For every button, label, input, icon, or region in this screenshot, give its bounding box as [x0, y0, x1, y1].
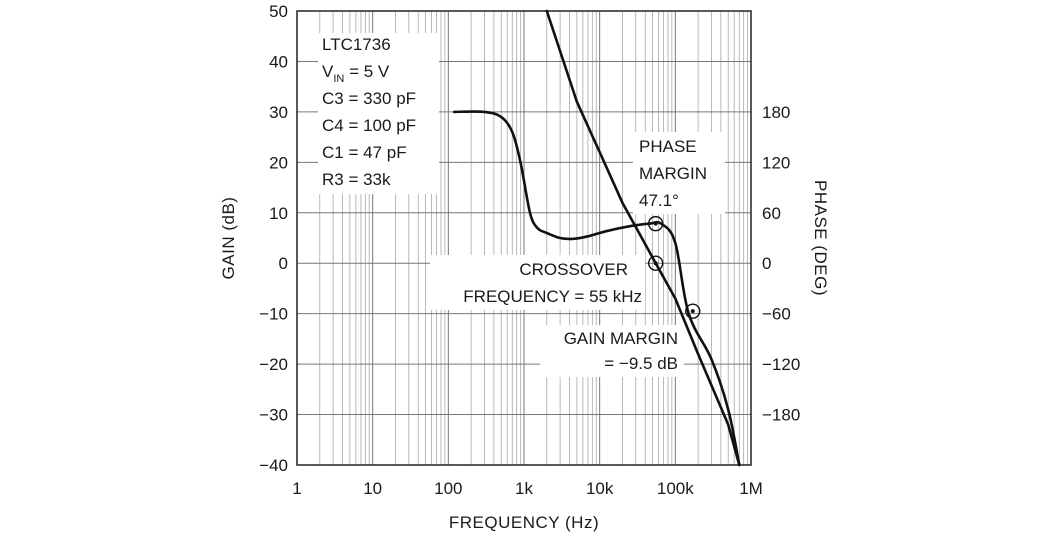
y-tick-labels: 50 40 30 20 10 0 −10 −20 −30 −40	[259, 2, 288, 475]
x-tick-label: 100	[434, 479, 462, 498]
legend-c1: C1 = 47 pF	[322, 143, 407, 162]
annotation-mask	[430, 255, 645, 310]
gain-margin-annotation: GAIN MARGIN = −9.5 dB	[564, 329, 678, 373]
x-tick-labels: 1 10 100 1k 10k 100k 1M	[292, 479, 763, 498]
y-tick-label: 10	[269, 204, 288, 223]
x-tick-label: 1k	[515, 479, 533, 498]
annotation-backgrounds	[318, 33, 725, 377]
crossover-label-1: CROSSOVER	[519, 260, 628, 279]
x-tick-label: 1M	[739, 479, 763, 498]
annotation-mask	[318, 33, 439, 194]
curves	[453, 9, 741, 467]
legend-c3: C3 = 330 pF	[322, 89, 416, 108]
y2-tick-label: 0	[762, 254, 771, 273]
crossover-label-2: FREQUENCY = 55 kHz	[463, 287, 642, 306]
legend-vin: VIN = 5 V	[322, 62, 390, 85]
x-tick-label: 10k	[586, 479, 614, 498]
y2-tick-label: −60	[762, 305, 791, 324]
phase-margin-annotation: PHASE MARGIN 47.1°	[639, 137, 707, 210]
gain-margin-label-1: GAIN MARGIN	[564, 329, 678, 348]
y2-tick-label: 120	[762, 153, 790, 172]
x-tick-label: 1	[292, 479, 301, 498]
legend-c4: C4 = 100 pF	[322, 116, 416, 135]
x-axis-title: FREQUENCY (Hz)	[449, 513, 599, 532]
legend-part-number: LTC1736	[322, 35, 391, 54]
y2-tick-labels: 180 120 60 0 −60 −120 −180	[762, 103, 800, 425]
phase-margin-marker	[647, 215, 664, 232]
crossover-marker-dot	[653, 261, 658, 266]
y-tick-label: −10	[259, 305, 288, 324]
crossover-marker	[647, 255, 664, 271]
phase-margin-label-1: PHASE	[639, 137, 697, 156]
x-tick-label: 10	[363, 479, 382, 498]
gain-margin-marker-dot	[690, 309, 695, 314]
phase-margin-marker-dot	[653, 221, 658, 226]
y2-tick-label: −120	[762, 355, 800, 374]
y-tick-label: −40	[259, 456, 288, 475]
annotation-mask	[633, 132, 725, 214]
y2-tick-label: 180	[762, 103, 790, 122]
phase-margin-value: 47.1°	[639, 191, 679, 210]
gain-margin-marker	[685, 303, 701, 319]
y-tick-label: 0	[279, 254, 288, 273]
y-tick-label: 40	[269, 52, 288, 71]
y-tick-label: 30	[269, 103, 288, 122]
plot-frame	[296, 10, 752, 466]
y-tick-label: 50	[269, 2, 288, 21]
legend-r3: R3 = 33k	[322, 170, 391, 189]
y-tick-label: −20	[259, 355, 288, 374]
y-axis-title: GAIN (dB)	[219, 197, 238, 280]
y2-tick-label: 60	[762, 204, 781, 223]
annotation-mask	[540, 325, 684, 377]
x-tick-label: 100k	[657, 479, 694, 498]
y-tick-label: −30	[259, 406, 288, 425]
y-tick-label: 20	[269, 153, 288, 172]
y2-axis-title: PHASE (DEG)	[811, 180, 830, 296]
gain-margin-value: = −9.5 dB	[604, 354, 678, 373]
markers	[647, 215, 701, 319]
crossover-annotation: CROSSOVER FREQUENCY = 55 kHz	[463, 260, 642, 306]
phase-margin-label-2: MARGIN	[639, 164, 707, 183]
parameter-legend: LTC1736 VIN = 5 V C3 = 330 pF C4 = 100 p…	[322, 35, 416, 189]
y2-tick-label: −180	[762, 406, 800, 425]
